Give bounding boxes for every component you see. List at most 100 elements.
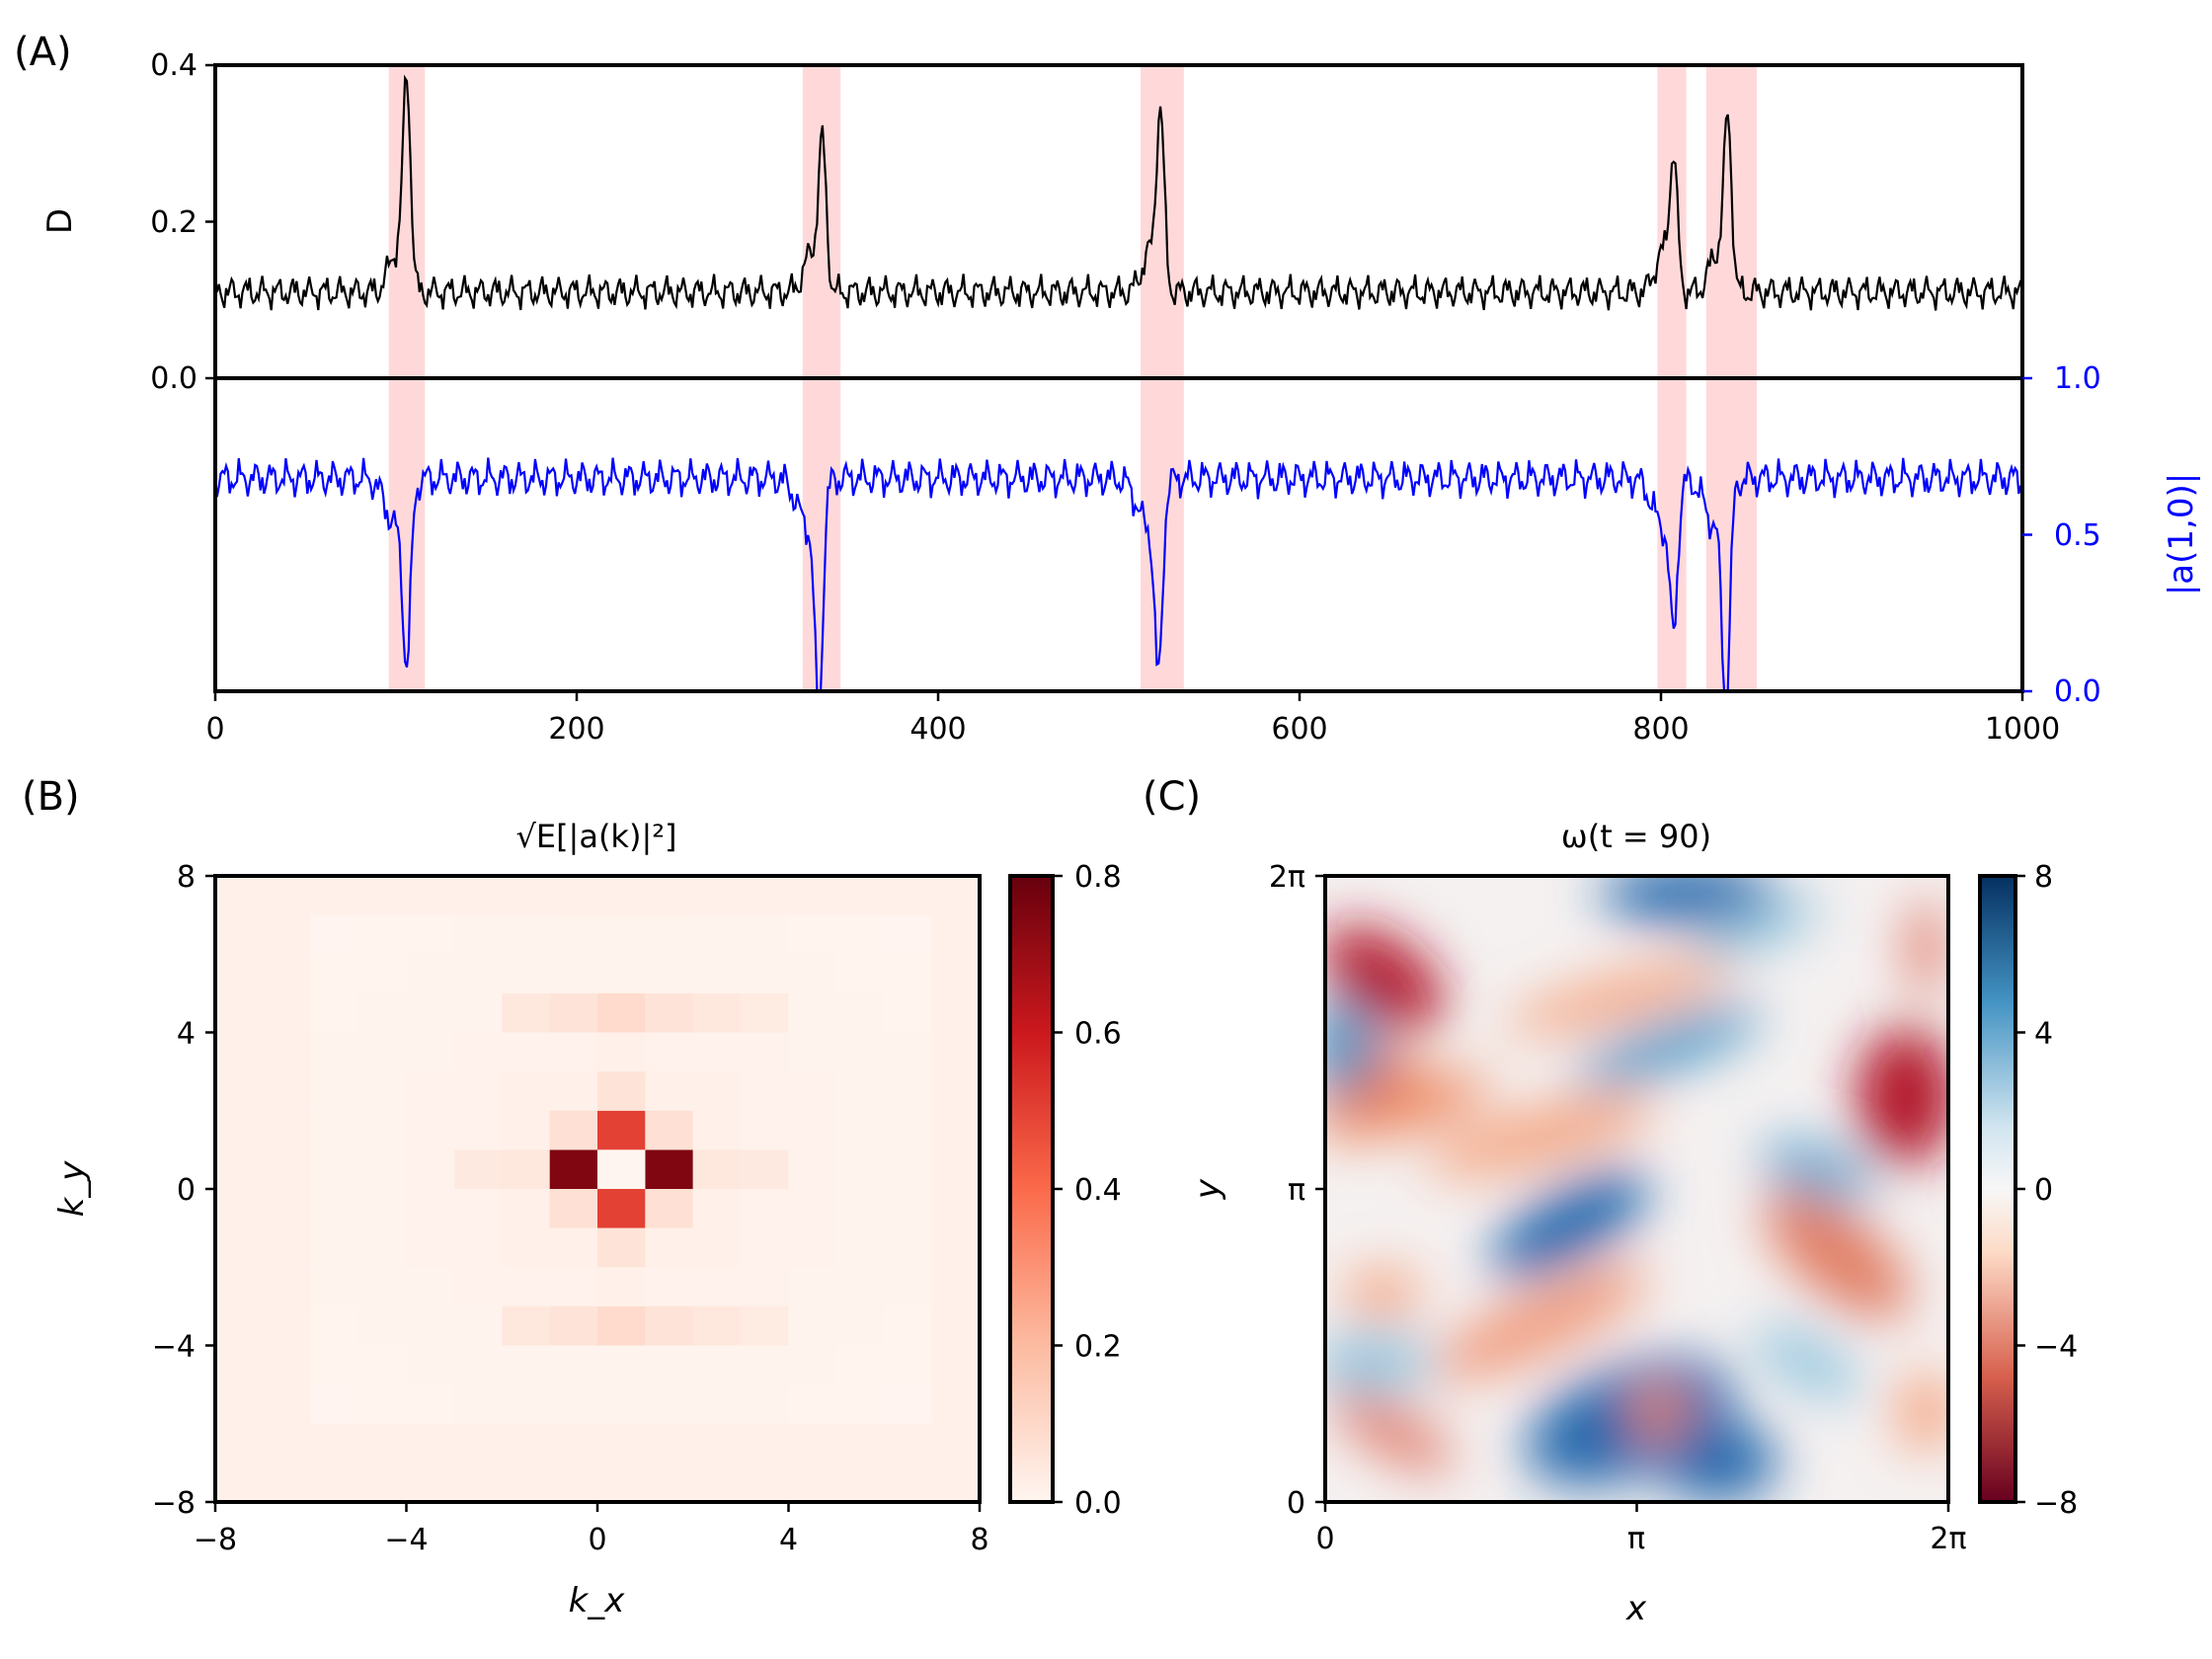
heatmap-cell <box>310 1071 359 1111</box>
d-y-tick-label: 0.2 <box>150 205 198 240</box>
heatmap-cell <box>310 1227 359 1268</box>
heatmap-cell <box>358 1384 407 1424</box>
heatmap-cells <box>215 876 980 1502</box>
b-y-tick-label: −8 <box>152 1486 196 1521</box>
heatmap-cell <box>884 1305 932 1346</box>
heatmap-cell <box>645 1384 693 1424</box>
c-y-tick-label: π <box>1288 1173 1305 1208</box>
c-x-tick-label: 0 <box>1315 1522 1334 1556</box>
heatmap-cell <box>741 1149 789 1189</box>
heatmap-cell <box>310 1189 359 1228</box>
heatmap-cell <box>741 992 789 1033</box>
panel-c-title: ω(t = 90) <box>1561 818 1711 855</box>
heatmap-cell <box>502 1189 550 1228</box>
heatmap-cell <box>453 1189 503 1228</box>
heatmap-cell <box>310 1032 359 1072</box>
heatmap-cell <box>692 1149 742 1189</box>
heatmap-cell <box>741 1032 789 1072</box>
b-y-tick-label: 4 <box>177 1017 196 1052</box>
heatmap-cell <box>502 1305 550 1346</box>
c-colorbar-tick-label: 8 <box>2034 860 2053 895</box>
heatmap-cell <box>835 1227 885 1268</box>
panel-label-b: (B) <box>22 774 80 820</box>
panel-label-a: (A) <box>14 30 72 75</box>
vortex-blob <box>1896 1373 1948 1452</box>
c-y-axis: 2π π 0 y <box>1188 860 1325 1521</box>
a-x-tick-label: 400 <box>909 712 966 747</box>
vortex-blob <box>1325 997 1373 1096</box>
heatmap-cell <box>788 1189 836 1228</box>
heatmap-cell <box>692 1071 742 1111</box>
heatmap-cell <box>692 1305 742 1346</box>
heatmap-cell <box>884 1189 932 1228</box>
vortex-blob <box>1906 899 1945 997</box>
heatmap-cell <box>741 1384 789 1424</box>
heatmap-cell <box>597 1071 646 1111</box>
heatmap-cell <box>406 1384 454 1424</box>
heatmap-cell <box>597 1110 646 1150</box>
heatmap-cell <box>597 1345 646 1385</box>
heatmap-cell <box>741 1305 789 1346</box>
c-x-axis-label: x <box>1625 1589 1647 1628</box>
a-x-tick-label: 1000 <box>1985 712 2060 747</box>
heatmap-cell <box>692 992 742 1033</box>
heatmap-cell <box>597 1305 646 1346</box>
heatmap-cell <box>884 1267 932 1306</box>
heatmap-cell <box>645 1305 693 1346</box>
heatmap-cell <box>549 1305 597 1346</box>
vortex-blob <box>1325 1333 1432 1392</box>
c-colorbar-tick-label: 0 <box>2034 1173 2053 1208</box>
heatmap-cell <box>502 914 550 955</box>
heatmap-cell <box>310 914 359 955</box>
vortex-blob <box>1425 1094 1656 1177</box>
heatmap-cell <box>502 1384 550 1424</box>
heatmap-cell <box>692 1384 742 1424</box>
a-x-axis: 0 200 400 600 800 1000 <box>205 691 2060 747</box>
heatmap-cell <box>597 1384 646 1424</box>
heatmap-cell <box>406 1071 454 1111</box>
heatmap-cell <box>645 1149 693 1189</box>
heatmap-cell <box>502 1032 550 1072</box>
b-colorbar-tick-label: 0.6 <box>1074 1017 1122 1052</box>
heatmap-cell <box>358 1071 407 1111</box>
heatmap-cell <box>597 1227 646 1268</box>
d-y-tick-label: 0.0 <box>150 361 198 396</box>
heatmap-cell <box>884 1149 932 1189</box>
heatmap-cell <box>597 914 646 955</box>
b-colorbar-tick-label: 0.2 <box>1074 1330 1122 1365</box>
a10-y-tick-label: 0.5 <box>2054 518 2101 553</box>
vortex-blob <box>1760 1139 1874 1202</box>
vortex-blob <box>1692 898 1824 959</box>
heatmap-cell <box>597 1032 646 1072</box>
panel-label-c: (C) <box>1143 774 1201 820</box>
heatmap-cell <box>502 1227 550 1268</box>
heatmap-cell <box>835 1345 885 1385</box>
vortex-blob <box>1491 1170 1649 1279</box>
vorticity-field <box>1325 876 1948 1502</box>
vortex-blob <box>1343 1269 1422 1318</box>
heatmap-cell <box>645 954 693 993</box>
heatmap-cell <box>645 1110 693 1150</box>
heatmap-cell <box>788 1071 836 1111</box>
vortex-blob <box>1856 1027 1948 1165</box>
heatmap-cell <box>453 1071 503 1111</box>
c-x-tick-label: 2π <box>1930 1522 1966 1556</box>
b-y-axis: 8 4 0 −4 −8 <box>152 860 215 1521</box>
heatmap-cell <box>692 1345 742 1385</box>
heatmap-cell <box>502 1149 550 1189</box>
heatmap-cell <box>549 1384 597 1424</box>
heatmap-cell <box>406 1227 454 1268</box>
heatmap-cell <box>358 914 407 955</box>
heatmap-cell <box>310 1305 359 1346</box>
b-colorbar-tick-label: 0.0 <box>1074 1486 1122 1521</box>
heatmap-cell <box>406 992 454 1033</box>
heatmap-cell <box>788 1032 836 1072</box>
vortex-blob <box>1629 1386 1689 1438</box>
heatmap-cell <box>741 1345 789 1385</box>
heatmap-cell <box>884 914 932 955</box>
heatmap-cell <box>453 1305 503 1346</box>
heatmap-cell <box>549 954 597 993</box>
panel-c: (C) ω(t = 90) <box>1143 774 2078 1628</box>
heatmap-cell <box>453 1384 503 1424</box>
a10-y-axis: 1.0 0.5 0.0 |a(1,0)| <box>2022 361 2201 709</box>
